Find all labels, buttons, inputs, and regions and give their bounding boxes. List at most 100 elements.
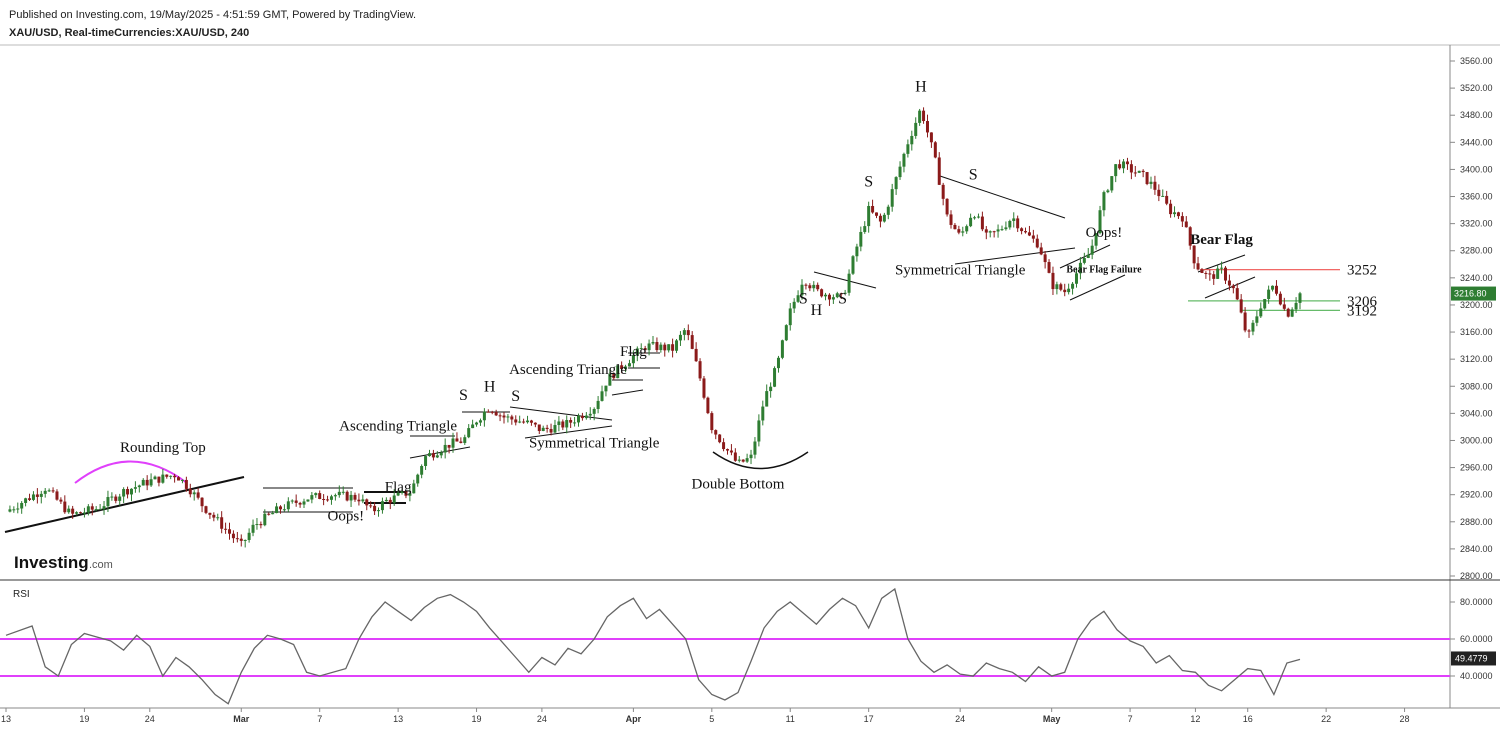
- candle: [231, 530, 235, 543]
- time-tick-label: 11: [786, 714, 795, 724]
- candle: [1047, 259, 1051, 274]
- candle: [1212, 270, 1216, 285]
- candle: [349, 490, 353, 508]
- candle: [102, 500, 106, 515]
- price-tick-label: 3400.00: [1460, 164, 1493, 174]
- candle: [624, 364, 628, 373]
- candle: [902, 152, 906, 173]
- candle: [1298, 291, 1302, 310]
- candle: [126, 486, 130, 499]
- time-tick-label: 13: [1, 714, 11, 724]
- candle: [400, 488, 404, 495]
- candle: [416, 473, 420, 487]
- candle: [1035, 234, 1039, 249]
- candle: [326, 495, 330, 502]
- candle: [867, 201, 871, 233]
- candle: [247, 528, 251, 543]
- candle: [592, 407, 596, 421]
- candle: [961, 226, 965, 237]
- time-tick-label: 16: [1243, 714, 1253, 724]
- candle: [341, 486, 345, 495]
- candle: [541, 425, 545, 432]
- price-tick-label: 3520.00: [1460, 83, 1493, 93]
- price-tick-label: 3360.00: [1460, 192, 1493, 202]
- pattern-annotation: Flag: [385, 479, 412, 495]
- candle: [263, 509, 267, 527]
- last-price-label: 3216.80: [1454, 289, 1487, 299]
- candle: [294, 494, 298, 507]
- candle: [251, 519, 255, 537]
- rsi-tick-label: 40.0000: [1460, 671, 1493, 681]
- price-tick-label: 3320.00: [1460, 219, 1493, 229]
- pattern-annotation: Bear Flag: [1190, 232, 1253, 248]
- candle: [55, 489, 59, 501]
- publish-info: Published on Investing.com, 19/May/2025 …: [9, 9, 417, 21]
- candle: [1114, 164, 1118, 183]
- time-tick-label: 22: [1321, 714, 1331, 724]
- candle: [1059, 282, 1063, 292]
- candle: [573, 417, 577, 427]
- candle: [753, 437, 757, 459]
- candle: [145, 475, 149, 491]
- candle: [827, 293, 831, 306]
- candle: [1067, 283, 1071, 295]
- candle: [1020, 227, 1024, 235]
- candle: [1247, 329, 1251, 338]
- pattern-annotation: S: [838, 291, 847, 308]
- candle: [506, 414, 510, 423]
- candle: [980, 211, 984, 232]
- time-tick-label: May: [1043, 714, 1061, 724]
- candle: [63, 495, 67, 514]
- candle: [761, 400, 765, 426]
- pattern-annotation: Ascending Triangle: [509, 362, 627, 378]
- candle: [1086, 248, 1090, 259]
- candle: [510, 414, 514, 425]
- candle: [557, 416, 561, 432]
- candle: [839, 292, 843, 299]
- candle: [188, 483, 192, 498]
- candle: [1223, 266, 1227, 285]
- candle: [741, 459, 745, 463]
- candle: [969, 213, 973, 228]
- candle: [765, 384, 769, 407]
- candle: [490, 410, 494, 415]
- candle: [518, 415, 522, 424]
- candle: [1051, 266, 1055, 295]
- candle: [1055, 281, 1059, 295]
- candle: [620, 361, 624, 374]
- candle: [1259, 302, 1263, 318]
- candle: [1282, 297, 1286, 311]
- candle: [447, 444, 451, 454]
- logo-text: Investing: [14, 553, 89, 572]
- candle: [1145, 171, 1149, 186]
- candle: [773, 366, 777, 388]
- candle: [1286, 307, 1290, 318]
- candle: [690, 331, 694, 350]
- candle: [388, 497, 392, 510]
- price-tick-label: 3440.00: [1460, 137, 1493, 147]
- time-tick-label: 28: [1400, 714, 1410, 724]
- candle: [153, 475, 157, 480]
- candle: [310, 492, 314, 504]
- candle: [1133, 165, 1137, 177]
- candle: [859, 226, 863, 252]
- candle: [529, 419, 533, 426]
- candle: [478, 418, 482, 426]
- candle: [1278, 291, 1282, 306]
- candle: [122, 487, 126, 504]
- price-axis: 3560.00 3520.00 3480.00 3440.00 3400.00 3360.…: [1450, 56, 1493, 581]
- pattern-annotation: H: [915, 78, 927, 95]
- price-tick-label: 3120.00: [1460, 354, 1493, 364]
- candle: [682, 328, 686, 341]
- candle: [275, 502, 279, 514]
- price-tick-label: 3560.00: [1460, 56, 1493, 66]
- candle: [1157, 184, 1161, 202]
- time-axis: 13 19 24 Mar 7 13 19 24 Apr 5 11 17 24 May 7 12 16 22 28: [1, 708, 1410, 724]
- candle: [157, 476, 161, 487]
- level-label: 3192: [1347, 303, 1377, 319]
- time-tick-label: 7: [1128, 714, 1133, 724]
- pattern-annotation: Oops!: [328, 508, 365, 524]
- candle: [726, 448, 730, 455]
- price-tick-label: 3080.00: [1460, 381, 1493, 391]
- candle: [663, 342, 667, 357]
